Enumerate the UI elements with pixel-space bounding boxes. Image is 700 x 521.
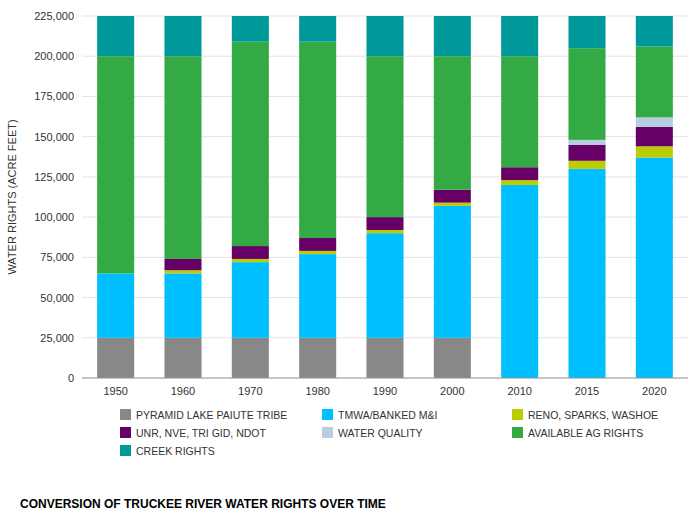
bar <box>434 338 471 378</box>
bar <box>232 262 269 338</box>
legend-label: WATER QUALITY <box>338 427 423 439</box>
series <box>97 16 673 56</box>
bar <box>164 270 201 273</box>
bar <box>636 16 673 47</box>
bar <box>164 259 201 270</box>
x-tick-label: 2010 <box>507 385 531 397</box>
bar <box>366 56 403 217</box>
bar <box>636 127 673 146</box>
title: CONVERSION OF TRUCKEE RIVER WATER RIGHTS… <box>20 497 386 511</box>
bar <box>97 56 134 273</box>
y-tick-label: 225,000 <box>34 10 74 22</box>
bar <box>636 47 673 118</box>
bar <box>568 16 605 48</box>
y-tick-label: 125,000 <box>34 171 74 183</box>
y-tick-label: 50,000 <box>40 292 74 304</box>
y-tick-label: 200,000 <box>34 50 74 62</box>
y-tick-label: 100,000 <box>34 211 74 223</box>
bar <box>299 42 336 238</box>
bar <box>299 254 336 338</box>
x-tick-label: 1960 <box>171 385 195 397</box>
bars <box>97 16 673 378</box>
bar <box>568 145 605 161</box>
x-tick-label: 1980 <box>305 385 329 397</box>
y-axis-label: WATER RIGHTS (ACRE FEET) <box>6 119 18 274</box>
bar <box>636 158 673 378</box>
bar <box>164 16 201 56</box>
bar <box>164 338 201 378</box>
bar <box>366 338 403 378</box>
bar <box>366 233 403 338</box>
legend-swatch <box>322 409 333 420</box>
bar <box>366 217 403 230</box>
bar <box>434 16 471 56</box>
legend-label: RENO, SPARKS, WASHOE <box>528 409 658 421</box>
bar <box>299 238 336 251</box>
bar <box>501 180 538 185</box>
bar <box>164 273 201 337</box>
bar <box>232 246 269 259</box>
legend-swatch <box>120 409 131 420</box>
x-tick-label: 1950 <box>103 385 127 397</box>
series <box>97 42 673 274</box>
x-tick-label: 2000 <box>440 385 464 397</box>
bar <box>232 16 269 42</box>
y-tick-label: 25,000 <box>40 332 74 344</box>
bar <box>232 259 269 262</box>
bar <box>434 56 471 190</box>
bar <box>232 42 269 246</box>
bar <box>568 48 605 140</box>
legend-swatch <box>120 445 131 456</box>
bar <box>501 185 538 378</box>
bar <box>299 338 336 378</box>
legend-swatch <box>512 427 523 438</box>
bar <box>366 230 403 233</box>
bar <box>568 161 605 169</box>
bar <box>299 16 336 42</box>
x-axis-line <box>82 378 688 379</box>
chart: 0 25,000 50,000 75,000 100,000 125,000 150,000… <box>0 0 700 521</box>
bar <box>501 16 538 56</box>
x-tick-label: 1990 <box>373 385 397 397</box>
legend-label: AVAILABLE AG RIGHTS <box>528 427 643 439</box>
legend-label: CREEK RIGHTS <box>136 445 215 457</box>
x-tick-label: 2020 <box>642 385 666 397</box>
y-tick-label: 75,000 <box>40 251 74 263</box>
grid-line <box>82 378 688 379</box>
bar <box>501 167 538 180</box>
series <box>97 338 471 378</box>
bar <box>636 117 673 127</box>
x-axis: 1950 1960 1970 1980 1990 2000 2010 2015 2020 <box>82 378 688 397</box>
grid <box>82 16 688 378</box>
y-tick-label: 175,000 <box>34 90 74 102</box>
bar <box>636 146 673 157</box>
bar <box>501 56 538 167</box>
x-tick-label: 1970 <box>238 385 262 397</box>
bar <box>366 16 403 56</box>
bar <box>299 251 336 254</box>
bar <box>434 206 471 338</box>
bar <box>97 338 134 378</box>
legend-swatch <box>322 427 333 438</box>
bar <box>568 140 605 145</box>
bar <box>232 338 269 378</box>
legend-swatch <box>512 409 523 420</box>
legend-swatch <box>120 427 131 438</box>
y-tick-label: 150,000 <box>34 131 74 143</box>
bar <box>164 56 201 259</box>
y-axis: 0 25,000 50,000 75,000 100,000 125,000 150,000… <box>34 10 74 384</box>
legend-label: UNR, NVE, TRI GID, NDOT <box>136 427 266 439</box>
y-tick-label: 0 <box>68 372 74 384</box>
legend-label: TMWA/BANKED M&I <box>338 409 437 421</box>
bar <box>434 203 471 206</box>
legend-label: PYRAMID LAKE PAIUTE TRIBE <box>136 409 287 421</box>
legend: PYRAMID LAKE PAIUTE TRIBE TMWA/BANKED M&I… <box>120 409 658 457</box>
bar <box>97 273 134 337</box>
bar <box>434 190 471 203</box>
x-tick-label: 2015 <box>575 385 599 397</box>
bar <box>97 16 134 56</box>
bar <box>568 169 605 378</box>
